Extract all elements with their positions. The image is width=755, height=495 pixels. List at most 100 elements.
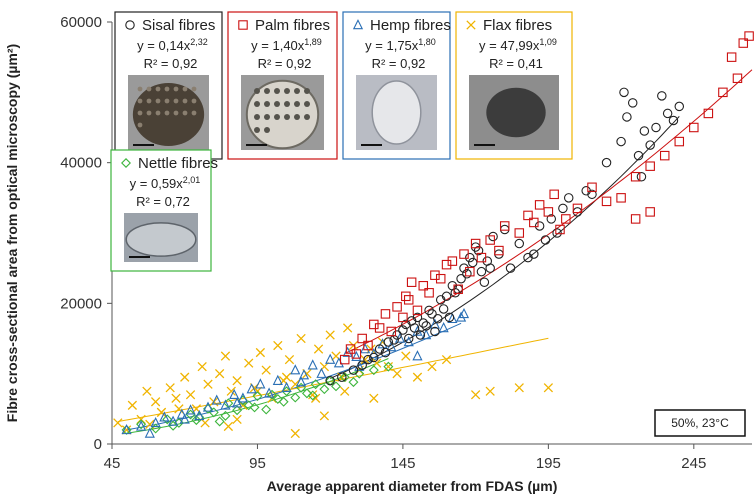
x-axis-title: Average apparent diameter from FDAS (µm): [267, 478, 558, 494]
data-point: [534, 200, 545, 210]
data-point: [488, 231, 498, 242]
data-point: [630, 214, 641, 224]
data-point: [619, 87, 629, 98]
data-point: [144, 427, 155, 438]
y-tick-label: 60000: [60, 14, 102, 31]
data-point: [543, 383, 554, 393]
legend-entry: Palm fibres y = 1,40x1,89 R² = 0,92: [227, 11, 338, 160]
condition-label: 50%, 23°C: [671, 416, 729, 430]
legend-equation: y = 0,14x2,32: [137, 37, 208, 53]
data-point: [243, 400, 254, 411]
data-point: [113, 418, 123, 428]
data-point: [203, 379, 213, 389]
data-point: [645, 140, 655, 150]
data-point: [232, 376, 242, 386]
data-point: [351, 349, 362, 359]
data-point: [534, 221, 545, 231]
data-point: [281, 372, 292, 382]
data-point: [651, 122, 661, 133]
data-point: [255, 347, 266, 358]
data-point: [726, 52, 737, 62]
trend-line: [126, 322, 462, 431]
data-point: [325, 330, 335, 340]
data-point: [357, 333, 367, 344]
data-point: [331, 381, 341, 392]
data-point: [310, 393, 321, 403]
data-point: [374, 323, 385, 333]
data-point: [409, 323, 420, 333]
data-point: [476, 252, 487, 263]
data-point: [467, 257, 478, 268]
data-point: [168, 420, 179, 431]
data-point: [645, 161, 655, 171]
data-point: [337, 372, 347, 382]
data-point: [412, 372, 423, 382]
data-point: [316, 367, 327, 378]
data-point: [290, 392, 301, 403]
data-point: [162, 414, 173, 425]
data-point: [325, 353, 336, 364]
data-point: [223, 421, 234, 432]
legend-marker-icon: [121, 158, 131, 168]
data-point: [561, 214, 571, 224]
data-point: [433, 314, 443, 324]
data-point: [444, 312, 455, 323]
data-point: [738, 38, 749, 48]
data-point: [473, 245, 484, 256]
data-point: [470, 238, 481, 249]
data-point: [220, 410, 231, 421]
data-point: [301, 388, 312, 399]
data-point: [636, 171, 647, 182]
series-triangle-points: [121, 307, 470, 438]
data-point: [587, 182, 597, 193]
data-point: [470, 390, 481, 400]
data-point: [214, 369, 225, 379]
data-point: [185, 409, 196, 420]
data-point: [232, 414, 242, 425]
trend-line: [344, 69, 753, 354]
data-point: [150, 416, 161, 428]
data-point: [383, 361, 394, 372]
data-point: [459, 263, 469, 273]
data-point: [191, 415, 202, 426]
legend-equation: y = 47,99x1,09: [479, 37, 557, 53]
x-tick-label: 245: [681, 455, 706, 472]
data-point: [639, 126, 650, 136]
data-point: [563, 193, 574, 203]
data-point: [136, 419, 147, 430]
data-point: [261, 365, 271, 375]
data-point: [645, 207, 655, 217]
data-point: [494, 249, 504, 259]
data-point: [136, 420, 147, 431]
data-point: [662, 108, 673, 119]
data-point: [435, 273, 446, 284]
data-point: [354, 360, 365, 371]
data-point: [211, 394, 222, 405]
data-point: [424, 288, 434, 298]
data-point: [456, 311, 467, 322]
series-cross-points: [113, 323, 554, 439]
data-point: [252, 391, 263, 402]
data-point: [237, 392, 248, 403]
data-point: [380, 347, 391, 358]
data-point: [339, 372, 350, 383]
legend-series-name: Palm fibres: [255, 17, 330, 34]
data-point: [627, 98, 638, 108]
data-point: [179, 413, 190, 424]
condition-box: 50%, 23°C: [654, 409, 746, 437]
data-point: [412, 305, 423, 316]
data-point: [587, 189, 597, 200]
fibre-micrograph-image: [241, 75, 324, 150]
data-point: [689, 122, 699, 133]
legend-series-name: Hemp fibres: [370, 17, 451, 34]
data-point: [458, 307, 470, 319]
data-point: [415, 330, 426, 340]
data-point: [441, 259, 452, 270]
data-point: [165, 383, 175, 393]
data-point: [229, 388, 240, 400]
x-tick-label: 95: [249, 455, 266, 472]
fibre-micrograph-image: [356, 75, 437, 150]
data-point: [307, 359, 318, 370]
data-point: [418, 280, 429, 291]
